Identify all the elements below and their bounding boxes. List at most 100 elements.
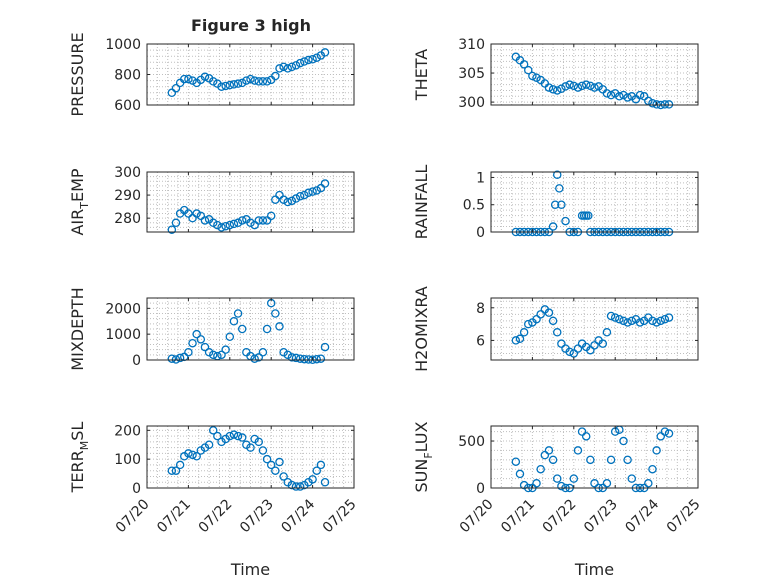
x-tick-label: 07/25 (664, 496, 704, 536)
axes-box (146, 297, 355, 361)
data-point (552, 86, 562, 95)
x-tick-label: 07/24 (278, 496, 318, 536)
data-point (167, 354, 177, 363)
data-point (548, 316, 558, 326)
y-axis-label: THETA (412, 49, 431, 101)
data-point (664, 313, 674, 322)
subplot-6: 6 8 H2OMIXRA (412, 286, 699, 372)
y-axis-label: MIXDEPTH (68, 287, 87, 370)
data-point (548, 222, 558, 231)
data-point (295, 354, 305, 363)
data-point (192, 452, 201, 461)
data-point (623, 318, 632, 327)
data-point (204, 347, 214, 357)
data-point (262, 77, 272, 86)
data-point (246, 443, 255, 452)
data-point (660, 427, 670, 436)
data-point (287, 480, 297, 490)
data-point (316, 460, 326, 470)
y-axis-label-subscript: M (78, 441, 91, 451)
data-point (300, 190, 309, 200)
figure-title: Figure 3 high (191, 16, 311, 35)
data-point (652, 446, 661, 455)
data-point (229, 316, 239, 326)
data-point (316, 354, 326, 363)
data-point (557, 84, 566, 93)
y-axis-label-main: PRESSURE (68, 32, 87, 116)
data-point (584, 211, 593, 220)
data-point (279, 347, 288, 357)
y-tick-label: 0.5 (463, 198, 485, 214)
data-point (552, 328, 562, 337)
data-point (217, 350, 226, 360)
subplot-1: 600 800 1000 PRESSURE (68, 32, 355, 117)
data-point (664, 100, 674, 109)
data-point (229, 80, 239, 89)
data-point (532, 479, 541, 488)
data-point (316, 183, 326, 193)
data-point (536, 464, 545, 474)
y-axis-label-subscript: T (78, 202, 91, 210)
data-point (167, 88, 177, 98)
data-point (208, 218, 218, 228)
data-point (648, 316, 657, 326)
data-point (271, 71, 280, 81)
data-point (557, 339, 566, 348)
y-axis-label: PRESSURE (68, 32, 87, 116)
data-point (312, 466, 321, 475)
data-point (511, 457, 521, 466)
data-point (254, 437, 264, 447)
y-tick-label: 0 (132, 353, 141, 369)
data-point (590, 479, 599, 488)
data-point (254, 216, 264, 225)
data-point (577, 81, 587, 91)
data-point (184, 449, 193, 458)
data-point (204, 440, 214, 449)
y-axis-label: AIRTEMP (68, 168, 91, 235)
data-point (627, 316, 637, 326)
data-point (213, 220, 222, 230)
data-point (258, 446, 268, 455)
data-point (171, 355, 181, 364)
y-tick-label: 280 (114, 211, 141, 227)
x-tick-label: 07/22 (540, 496, 580, 536)
data-point (557, 200, 566, 209)
data-point (291, 482, 301, 491)
data-point (320, 48, 330, 57)
y-axis-label-main: THETA (412, 49, 431, 101)
data-point (561, 216, 570, 226)
data-point (548, 85, 558, 94)
data-point (550, 200, 560, 209)
y-tick-label: 100 (114, 452, 141, 468)
data-point (275, 64, 284, 73)
data-point (287, 353, 297, 362)
data-point (258, 347, 268, 357)
data-point (606, 311, 616, 321)
data-point (283, 64, 293, 73)
x-tick-label: 07/20 (113, 496, 153, 536)
x-axis-label: Time (574, 560, 614, 579)
data-point (619, 316, 628, 326)
data-point (279, 62, 288, 72)
data-point (237, 78, 247, 88)
data-point (606, 90, 616, 100)
y-axis-label-main: RAINFALL (412, 165, 431, 240)
x-tick-label: 07/23 (237, 496, 277, 536)
data-point (188, 338, 197, 348)
data-point (586, 81, 595, 91)
data-point (656, 432, 665, 441)
data-point (308, 475, 317, 484)
data-point (552, 474, 562, 483)
data-point (167, 225, 177, 234)
y-tick-label: 200 (114, 423, 141, 439)
y-tick-label: 1 (476, 170, 485, 186)
y-tick-label: 8 (476, 301, 485, 317)
y-tick-label: 310 (458, 37, 485, 53)
x-tick-label: 07/20 (457, 496, 497, 536)
data-point (295, 58, 305, 68)
data-point (167, 466, 177, 475)
data-point (660, 314, 670, 324)
data-point (656, 316, 665, 326)
data-point (648, 464, 657, 474)
